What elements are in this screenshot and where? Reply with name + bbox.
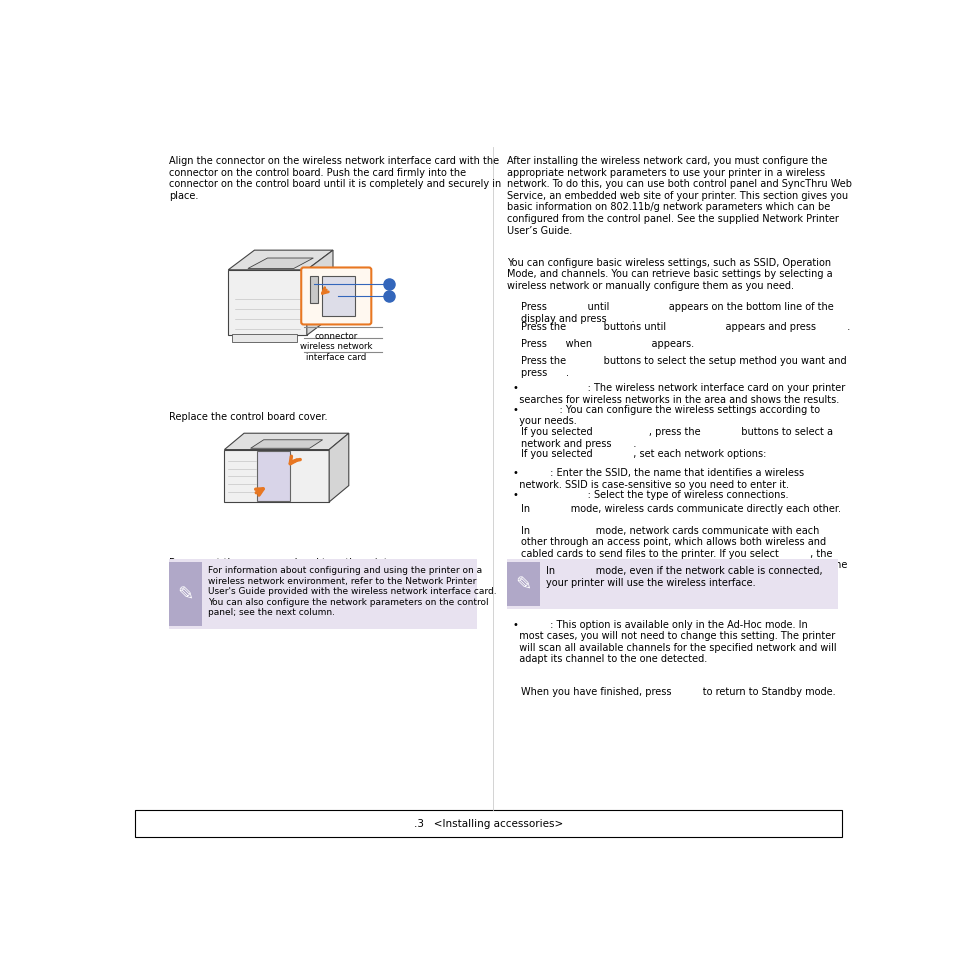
Text: ✎: ✎ — [515, 576, 531, 595]
Polygon shape — [224, 434, 349, 450]
Text: Press      when                   appears.: Press when appears. — [520, 339, 694, 349]
FancyBboxPatch shape — [301, 268, 371, 325]
Text: •                      : Select the type of wireless connections.: • : Select the type of wireless connecti… — [513, 490, 788, 499]
Text: You can configure basic wireless settings, such as SSID, Operation
Mode, and cha: You can configure basic wireless setting… — [507, 257, 832, 291]
Text: Press the            buttons to select the setup method you want and
press      : Press the buttons to select the setup me… — [520, 355, 846, 377]
Polygon shape — [248, 258, 313, 269]
FancyBboxPatch shape — [507, 559, 838, 610]
Text: wireless network
interface card: wireless network interface card — [299, 342, 372, 361]
Polygon shape — [257, 452, 290, 501]
Text: In             mode, even if the network cable is connected,
your printer will u: In mode, even if the network cable is co… — [545, 566, 821, 587]
Text: •             : You can configure the wireless settings according to
  your need: • : You can configure the wireless setti… — [513, 404, 820, 426]
Text: When you have finished, press          to return to Standby mode.: When you have finished, press to return … — [520, 687, 835, 697]
FancyBboxPatch shape — [310, 277, 317, 303]
Polygon shape — [224, 450, 329, 502]
Polygon shape — [228, 251, 333, 271]
Text: Align the connector on the wireless network interface card with the
connector on: Align the connector on the wireless netw… — [170, 156, 501, 201]
FancyBboxPatch shape — [170, 563, 201, 626]
FancyBboxPatch shape — [232, 335, 296, 342]
Text: For information about configuring and using the printer on a
wireless network en: For information about configuring and us… — [208, 566, 496, 617]
Polygon shape — [307, 251, 333, 335]
Text: connector: connector — [314, 332, 357, 340]
Polygon shape — [228, 271, 307, 335]
Text: In                     mode, network cards communicate with each
other through a: In mode, network cards communicate with … — [520, 525, 846, 581]
Polygon shape — [329, 434, 349, 502]
Text: Press             until                   appears on the bottom line of the
disp: Press until appears on the bottom line o… — [520, 302, 833, 324]
Polygon shape — [251, 440, 322, 449]
FancyBboxPatch shape — [170, 559, 476, 629]
Text: ✎: ✎ — [177, 585, 193, 604]
Text: Press the            buttons until                   appears and press          : Press the buttons until appears and pres… — [520, 321, 849, 332]
Text: .3   <Installing accessories>: .3 <Installing accessories> — [414, 819, 563, 828]
Text: •                      : The wireless network interface card on your printer
  s: • : The wireless network interface card … — [513, 383, 844, 404]
Text: After installing the wireless network card, you must configure the
appropriate n: After installing the wireless network ca… — [507, 156, 851, 235]
Text: •          : This option is available only in the Ad-Hoc mode. In
  most cases, : • : This option is available only in the… — [513, 618, 836, 663]
Text: If you selected                  , press the             buttons to select a
net: If you selected , press the buttons to s… — [520, 427, 832, 448]
FancyBboxPatch shape — [321, 277, 355, 316]
Text: •          : Enter the SSID, the name that identifies a wireless
  network. SSID: • : Enter the SSID, the name that identi… — [513, 467, 803, 489]
Text: Reconnect the power cord and turn the printer on.: Reconnect the power cord and turn the pr… — [170, 558, 416, 567]
FancyBboxPatch shape — [507, 563, 539, 607]
Text: If you selected             , set each network options:: If you selected , set each network optio… — [520, 448, 765, 458]
Text: In             mode, wireless cards communicate directly each other.: In mode, wireless cards communicate dire… — [520, 503, 841, 514]
FancyBboxPatch shape — [135, 810, 841, 837]
Text: Replace the control board cover.: Replace the control board cover. — [170, 412, 328, 422]
